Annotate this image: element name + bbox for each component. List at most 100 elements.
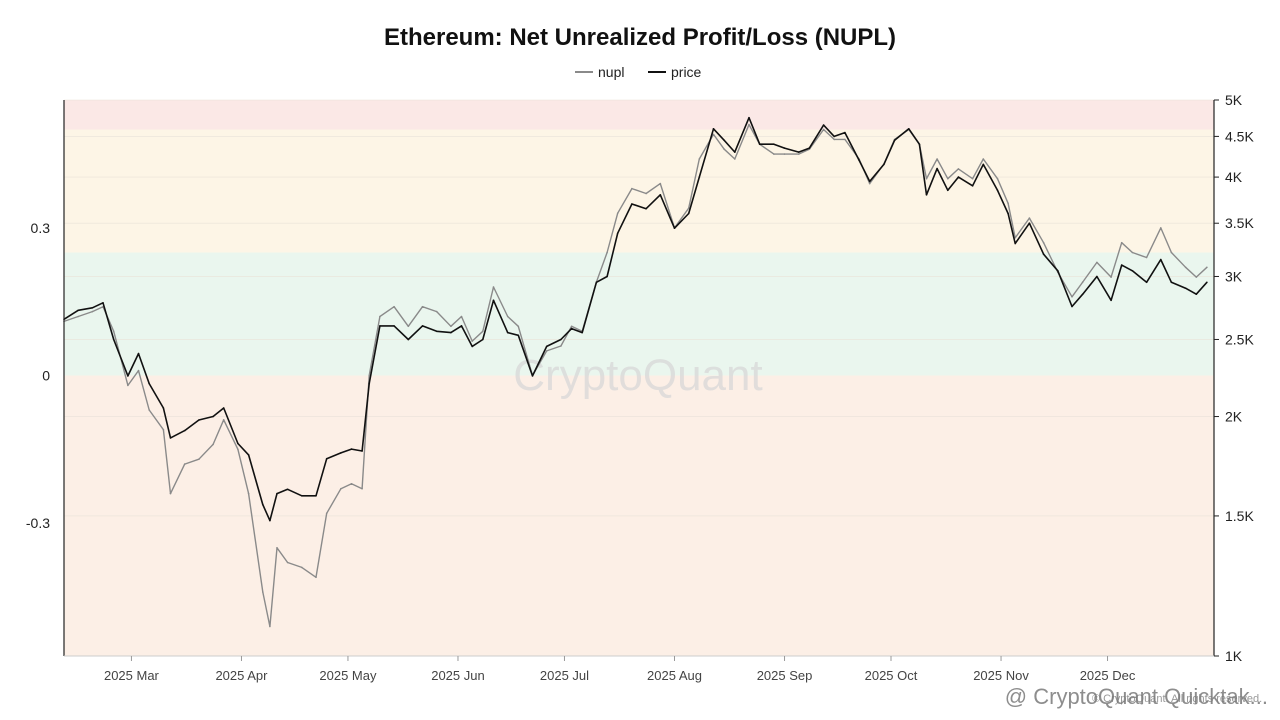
point-price-22 xyxy=(325,457,328,460)
point-price-50 xyxy=(673,227,676,229)
point-price-73 xyxy=(947,189,949,192)
point-nupl-2 xyxy=(91,310,94,313)
point-nupl-86 xyxy=(1110,276,1112,278)
point-price-30 xyxy=(421,325,424,327)
point-price-51 xyxy=(687,212,690,215)
point-nupl-10 xyxy=(183,463,186,465)
point-price-65 xyxy=(858,159,860,161)
point-nupl-75 xyxy=(971,177,974,180)
point-price-93 xyxy=(1195,293,1198,296)
point-nupl-45 xyxy=(606,251,608,254)
point-nupl-6 xyxy=(137,369,140,372)
point-nupl-18 xyxy=(276,547,278,549)
point-price-13 xyxy=(222,407,225,409)
point-price-90 xyxy=(1160,258,1162,261)
y-right-tick-label: 2K xyxy=(1225,409,1243,425)
point-price-37 xyxy=(506,331,509,334)
y-right-tick-label: 1K xyxy=(1225,648,1243,664)
point-price-36 xyxy=(492,299,495,302)
nupl-zone-0 xyxy=(64,100,1214,130)
point-nupl-92 xyxy=(1184,266,1187,269)
y-right-ticks: 5K 4.5K 4K 3.5K 3K 2.5K 2K 1.5K 1K xyxy=(1214,92,1254,664)
point-price-18 xyxy=(276,492,278,495)
point-nupl-54 xyxy=(723,148,725,150)
point-price-64 xyxy=(844,131,846,134)
point-nupl-59 xyxy=(783,153,786,155)
point-nupl-90 xyxy=(1160,227,1162,229)
point-nupl-22 xyxy=(325,512,328,515)
point-price-89 xyxy=(1145,281,1148,284)
point-price-20 xyxy=(301,495,303,497)
point-price-70 xyxy=(918,143,921,145)
point-nupl-46 xyxy=(616,212,619,214)
point-price-43 xyxy=(581,331,583,334)
point-price-10 xyxy=(183,429,186,432)
point-price-46 xyxy=(616,232,619,234)
point-price-47 xyxy=(631,203,633,205)
y-left-ticks: 0.3 0 -0.3 xyxy=(26,220,50,531)
point-price-88 xyxy=(1131,270,1134,272)
point-price-48 xyxy=(645,207,647,210)
point-price-74 xyxy=(957,176,960,178)
point-price-41 xyxy=(560,338,562,341)
point-nupl-94 xyxy=(1206,266,1208,269)
point-price-6 xyxy=(137,352,140,355)
point-price-23 xyxy=(340,452,342,454)
point-price-15 xyxy=(247,454,250,456)
point-price-25 xyxy=(361,450,363,452)
point-nupl-1 xyxy=(77,315,79,318)
point-nupl-84 xyxy=(1081,281,1084,283)
point-nupl-83 xyxy=(1071,296,1073,298)
point-price-81 xyxy=(1042,253,1045,255)
nupl-zone-2 xyxy=(64,252,1214,376)
point-nupl-20 xyxy=(301,566,303,569)
point-nupl-93 xyxy=(1195,276,1198,278)
y-left-tick-label: -0.3 xyxy=(26,515,50,531)
y-left-tick-label: 0.3 xyxy=(31,220,51,236)
point-price-53 xyxy=(712,128,715,130)
point-nupl-36 xyxy=(492,286,495,288)
point-price-45 xyxy=(606,275,608,278)
x-tick-label: 2025 Jul xyxy=(540,668,589,683)
point-nupl-60 xyxy=(797,153,800,155)
y-right-tick-label: 4K xyxy=(1225,169,1243,185)
x-tick-label: 2025 Dec xyxy=(1080,668,1136,683)
point-nupl-48 xyxy=(645,192,647,195)
point-price-68 xyxy=(893,139,896,142)
y-right-tick-label: 3.5K xyxy=(1225,215,1254,231)
point-price-60 xyxy=(797,151,800,153)
point-price-31 xyxy=(435,330,438,333)
x-tick-label: 2025 Oct xyxy=(865,668,918,683)
point-price-94 xyxy=(1206,281,1208,284)
point-nupl-79 xyxy=(1014,237,1016,239)
point-price-76 xyxy=(982,163,985,166)
point-price-52 xyxy=(698,176,701,178)
point-price-66 xyxy=(868,180,871,183)
point-nupl-51 xyxy=(687,207,690,209)
point-nupl-81 xyxy=(1042,241,1045,244)
y-right-tick-label: 3K xyxy=(1225,268,1243,284)
x-ticks: 2025 Mar 2025 Apr 2025 May 2025 Jun 2025 Jul… xyxy=(64,655,1214,683)
point-price-55 xyxy=(734,151,736,153)
point-nupl-89 xyxy=(1145,256,1148,259)
point-price-85 xyxy=(1096,275,1098,278)
y-right-tick-label: 1.5K xyxy=(1225,508,1254,524)
point-price-27 xyxy=(379,325,381,327)
point-price-5 xyxy=(127,375,129,377)
point-nupl-87 xyxy=(1120,241,1123,244)
legend: nupl price xyxy=(575,64,702,80)
point-nupl-85 xyxy=(1096,261,1098,264)
point-nupl-56 xyxy=(748,123,750,126)
point-nupl-11 xyxy=(198,458,200,461)
point-nupl-63 xyxy=(833,138,835,141)
point-nupl-91 xyxy=(1170,251,1173,254)
point-nupl-23 xyxy=(340,487,342,490)
point-nupl-62 xyxy=(822,128,825,131)
x-tick-label: 2025 Jun xyxy=(431,668,485,683)
watermark: CryptoQuant xyxy=(513,351,762,400)
point-nupl-16 xyxy=(262,591,264,593)
point-price-28 xyxy=(393,325,395,327)
y-right-tick-label: 5K xyxy=(1225,92,1243,108)
point-nupl-7 xyxy=(148,409,150,411)
point-price-77 xyxy=(996,189,999,192)
